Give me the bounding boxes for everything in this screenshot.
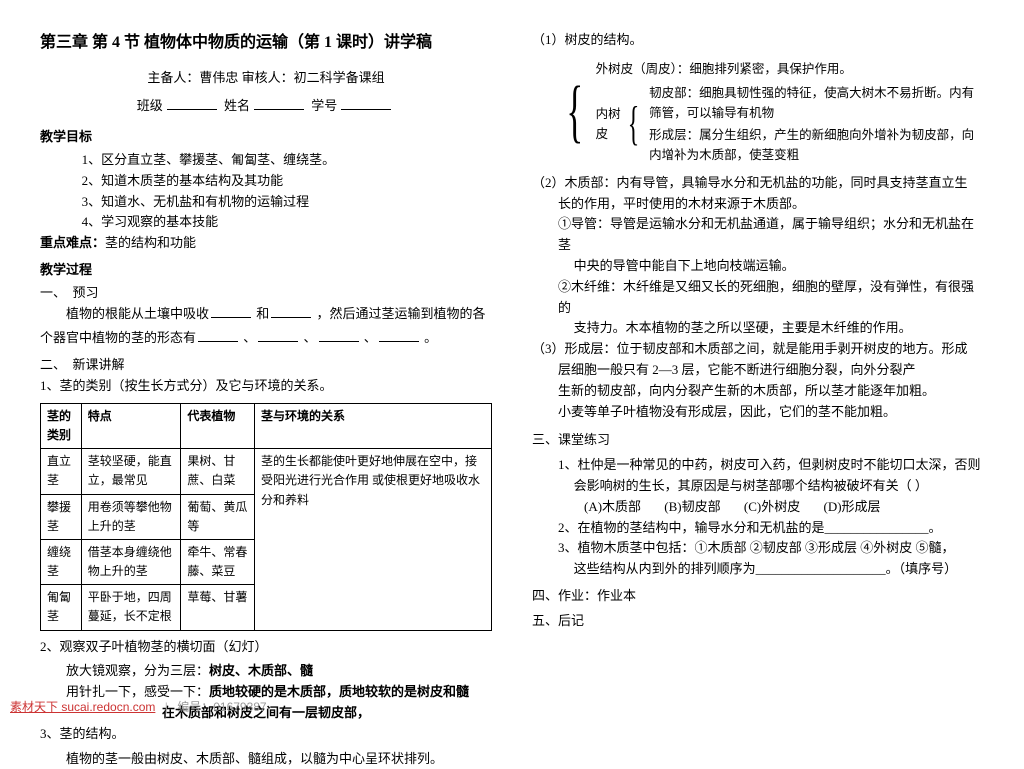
separator-icon: | xyxy=(165,700,168,714)
ex1-b: 会影响树的生长，其原因是与树茎部哪个结构被破坏有关（ ） xyxy=(532,476,984,497)
keypoint-label: 重点难点： xyxy=(40,235,105,250)
inner-bark-a: 韧皮部：细胞具韧性强的特征，使高大树木不易折断。内有筛管，可以输导有机物 xyxy=(649,83,984,123)
merged-env-cell: 茎的生长都能使叶更好地伸展在空中，接受阳光进行光合作用 或使根更好地吸收水分和养… xyxy=(255,449,492,631)
th-type: 茎的类别 xyxy=(41,403,82,448)
r2-2b: 支持力。木本植物的茎之所以坚硬，主要是木纤维的作用。 xyxy=(532,318,984,339)
th-feature: 特点 xyxy=(81,403,181,448)
q2-a: 2、观察双子叶植物茎的横切面（幻灯） xyxy=(40,637,492,658)
r2-1b: 中央的导管中能自下上地向枝端运输。 xyxy=(532,256,984,277)
r3-d: 小麦等单子叶植物没有形成层，因此，它们的茎不能加粗。 xyxy=(532,402,984,423)
sec5: 五、后记 xyxy=(532,611,984,632)
q3-p: 植物的茎一般由树皮、木质部、髓组成，以髓为中心呈环状排列。 xyxy=(40,749,492,769)
sec1-text: 预习 xyxy=(73,285,99,300)
opt-d: (D)形成层 xyxy=(823,499,880,514)
blank xyxy=(258,341,298,342)
inner-bark-block: 内树皮 { 韧皮部：细胞具韧性强的特征，使高大树木不易折断。内有筛管，可以输导有… xyxy=(596,81,984,167)
preview-p1: 植物的根能从土壤中吸收 和 ，然后通过茎运输到植物的各 xyxy=(40,304,492,325)
r2-b: 长的作用，平时使用的木材来源于木质部。 xyxy=(532,194,984,215)
footer-id-label: 编号： xyxy=(177,700,213,714)
subtitle: 主备人：曹伟忠 审核人：初二科学备课组 xyxy=(40,68,492,89)
r2-1a: ①导管：导管是运输水分和无机盐通道，属于输导组织；水分和无机盐在茎 xyxy=(532,214,984,256)
footer: 素材天下 sucai.redocn.com | 编号：01679387 xyxy=(10,698,267,717)
inner-bark-b: 形成层：属分生组织，产生的新细胞向外增补为韧皮部，向内增补为木质部，使茎变粗 xyxy=(649,125,984,165)
sec4: 四、作业：作业本 xyxy=(532,586,984,607)
table-row: 直立茎 茎较坚硬，能直立，最常见 果树、甘蔗、白菜 茎的生长都能使叶更好地伸展在… xyxy=(41,449,492,494)
left-column: 第三章 第 4 节 植物体中物质的运输（第 1 课时）讲学稿 主备人：曹伟忠 审… xyxy=(40,30,492,691)
r2-2a: ②木纤维：木纤维是又细又长的死细胞，细胞的壁厚，没有弹性，有很强的 xyxy=(532,277,984,319)
keypoint-value: 茎的结构和功能 xyxy=(105,235,196,250)
sec3-heading: 三、课堂练习 xyxy=(532,430,984,451)
blank-class xyxy=(167,109,217,110)
ex1-options: (A)木质部 (B)韧皮部 (C)外树皮 (D)形成层 xyxy=(532,497,984,518)
document-title: 第三章 第 4 节 植物体中物质的运输（第 1 课时）讲学稿 xyxy=(40,30,492,56)
blank xyxy=(319,341,359,342)
r3-c: 生新的韧皮部，向内分裂产生新的木质部，所以茎才能逐年加粗。 xyxy=(532,381,984,402)
form-label-id: 学号 xyxy=(311,98,337,113)
bark-structure: { 外树皮（周皮）：细胞排列紧密，具保护作用。 内树皮 { 韧皮部：细胞具韧性强… xyxy=(558,57,984,167)
ex3-b: 这些结构从内到外的排列顺序为____________________。（填序号） xyxy=(532,559,984,580)
sec2-label: 二、 xyxy=(40,357,66,372)
ex3-a: 3、植物木质茎中包括：①木质部 ②韧皮部 ③形成层 ④外树皮 ⑤髓， xyxy=(532,538,984,559)
opt-b: (B)韧皮部 xyxy=(664,499,720,514)
preview-p2: 个器官中植物的茎的形态有 、 、 、 。 xyxy=(40,328,492,349)
th-env: 茎与环境的关系 xyxy=(255,403,492,448)
blank-id xyxy=(341,109,391,110)
sec2-heading: 二、 新课讲解 xyxy=(40,355,492,376)
goal-4: 4、学习观察的基本技能 xyxy=(40,212,492,233)
right-column: （1）树皮的结构。 { 外树皮（周皮）：细胞排列紧密，具保护作用。 内树皮 { … xyxy=(532,30,984,691)
heading-process: 教学过程 xyxy=(40,260,492,281)
form-label-name: 姓名 xyxy=(224,98,250,113)
r2-a: （2）木质部：内有导管，具输导水分和无机盐的功能，同时具支持茎直立生 xyxy=(532,173,984,194)
inner-bark-label: 内树皮 xyxy=(596,104,622,144)
blank xyxy=(198,341,238,342)
blank xyxy=(211,317,251,318)
sec1-label: 一、 xyxy=(40,285,66,300)
sec1-heading: 一、 预习 xyxy=(40,283,492,304)
opt-a: (A)木质部 xyxy=(584,499,641,514)
r1: （1）树皮的结构。 xyxy=(532,30,984,51)
brace-icon: { xyxy=(566,77,583,147)
sec2-text: 新课讲解 xyxy=(73,357,125,372)
outer-bark: 外树皮（周皮）：细胞排列紧密，具保护作用。 xyxy=(596,59,984,79)
th-plant: 代表植物 xyxy=(181,403,255,448)
footer-site-link[interactable]: 素材天下 sucai.redocn.com xyxy=(10,700,155,714)
form-label-class: 班级 xyxy=(137,98,163,113)
blank-name xyxy=(254,109,304,110)
blank xyxy=(271,317,311,318)
q2-b: 放大镜观察，分为三层：树皮、木质部、髓 xyxy=(40,661,492,682)
table-header-row: 茎的类别 特点 代表植物 茎与环境的关系 xyxy=(41,403,492,448)
heading-goals: 教学目标 xyxy=(40,127,492,148)
brace-icon: { xyxy=(628,100,640,148)
footer-id: 01679387 xyxy=(213,700,266,714)
form-line: 班级 姓名 学号 xyxy=(40,96,492,117)
goal-3: 3、知道水、无机盐和有机物的运输过程 xyxy=(40,192,492,213)
opt-c: (C)外树皮 xyxy=(744,499,800,514)
q3: 3、茎的结构。 xyxy=(40,724,492,745)
blank xyxy=(379,341,419,342)
goal-2: 2、知道木质茎的基本结构及其功能 xyxy=(40,171,492,192)
goal-1: 1、区分直立茎、攀援茎、匍匐茎、缠绕茎。 xyxy=(40,150,492,171)
stem-types-table: 茎的类别 特点 代表植物 茎与环境的关系 直立茎 茎较坚硬，能直立，最常见 果树… xyxy=(40,403,492,631)
q1: 1、茎的类别（按生长方式分）及它与环境的关系。 xyxy=(40,376,492,397)
heading-keypoint: 重点难点：茎的结构和功能 xyxy=(40,233,492,254)
r3-b: 层细胞一般只有 2—3 层，它能不断进行细胞分裂，向外分裂产 xyxy=(532,360,984,381)
r3-a: （3）形成层：位于韧皮部和木质部之间，就是能用手剥开树皮的地方。形成 xyxy=(532,339,984,360)
ex1-a: 1、杜仲是一种常见的中药，树皮可入药，但剥树皮时不能切口太深，否则 xyxy=(532,455,984,476)
ex2: 2、在植物的茎结构中，输导水分和无机盐的是________________。 xyxy=(532,518,984,539)
